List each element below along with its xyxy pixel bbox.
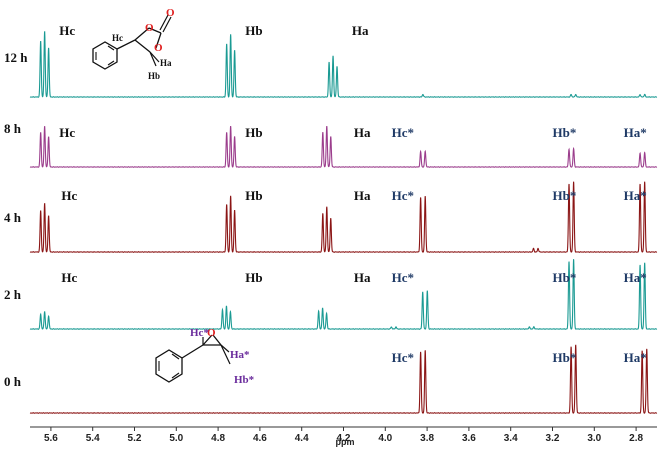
- time-label: 4 h: [4, 210, 22, 225]
- phenyl-bond: [116, 39, 136, 50]
- peak-label: Hb: [245, 188, 262, 203]
- peak-label: Ha: [352, 23, 369, 38]
- x-tick-label: 4.8: [211, 433, 225, 444]
- oxygen-atom: O: [154, 42, 163, 54]
- peak-label: Hb*: [553, 125, 577, 140]
- ring-double-bond: [107, 60, 115, 66]
- time-label: 12 h: [4, 50, 28, 65]
- spectrum-trace-1: [29, 126, 658, 168]
- time-label: 2 h: [4, 287, 22, 302]
- x-tick-label: 2.8: [629, 433, 643, 444]
- time-label: 0 h: [4, 374, 22, 389]
- epoxide-bond: [212, 334, 222, 346]
- ha-star-atom-label: Ha*: [230, 349, 250, 361]
- peak-label: Hc*: [392, 188, 414, 203]
- ch2-bond: [149, 51, 157, 67]
- peak-label: Hc: [61, 188, 77, 203]
- peak-label: Ha: [354, 188, 371, 203]
- spectra-traces: [29, 31, 658, 414]
- ring-double-bond: [171, 353, 180, 360]
- x-tick-label: 4.2: [337, 433, 351, 444]
- x-tick-label: 4.4: [295, 433, 309, 444]
- peak-label: Ha: [354, 125, 371, 140]
- peak-label: Ha*: [624, 188, 647, 203]
- peak-label: Hc*: [392, 270, 414, 285]
- ring-bond: [155, 32, 162, 49]
- epoxide-bond: [202, 334, 213, 346]
- time-labels: 12 h 8 h 4 h 2 h 0 h: [4, 50, 28, 389]
- x-tick-label: 4.6: [253, 433, 267, 444]
- ring-bond: [134, 39, 151, 53]
- cyclic-carbonate-structure: O O O Hc Ha Hb: [92, 7, 175, 81]
- peak-label: Ha: [354, 270, 371, 285]
- peak-label: Hc: [61, 270, 77, 285]
- peak-label: Hc: [59, 23, 75, 38]
- epoxide-structure: O Hc* Ha* Hb*: [155, 327, 255, 386]
- ring-double-bond: [107, 45, 115, 51]
- ch2-bond: [220, 344, 231, 365]
- carbonyl-bond: [159, 14, 169, 31]
- hc-star-atom-label: Hc*: [190, 327, 209, 339]
- peak-label: Hc*: [392, 125, 414, 140]
- ch2-bond: [220, 344, 230, 353]
- x-tick-label: 5.6: [44, 433, 58, 444]
- x-tick-label: 4.0: [378, 433, 392, 444]
- spectrum-trace-0: [29, 31, 658, 98]
- phenyl-ring: [155, 349, 183, 383]
- spectrum-trace-3: [29, 259, 658, 330]
- x-tick-label: 3.6: [462, 433, 476, 444]
- peak-label: Ha*: [624, 350, 647, 365]
- phenyl-bond: [181, 344, 204, 359]
- phenyl-ring: [92, 41, 118, 70]
- hb-atom-label: Hb: [148, 71, 160, 81]
- carbonyl-bond: [162, 16, 172, 33]
- x-tick-label: 5.4: [86, 433, 100, 444]
- oxygen-atom: O: [207, 327, 216, 339]
- ha-atom-label: Ha: [160, 58, 172, 68]
- oxygen-atom: O: [166, 7, 175, 19]
- peak-label: Hc*: [392, 350, 414, 365]
- x-axis-ticks: 5.6 5.4 5.2 5.0 4.8 4.6 4.4 4.2 4.0 3.8 3.6 3.4 3.2 3…: [44, 427, 643, 444]
- peak-label: Ha*: [624, 270, 647, 285]
- ring-double-bond: [171, 372, 180, 379]
- peak-label: Ha*: [624, 125, 647, 140]
- x-tick-label: 5.0: [169, 433, 183, 444]
- peak-label: Hb*: [553, 188, 577, 203]
- peak-label: Hb: [245, 125, 262, 140]
- x-tick-label: 3.0: [587, 433, 601, 444]
- peak-label: Hc: [59, 125, 75, 140]
- hc-atom-label: Hc: [112, 33, 123, 43]
- x-tick-label: 5.2: [128, 433, 142, 444]
- peak-label: Hb: [245, 270, 262, 285]
- oxygen-atom: O: [145, 22, 154, 34]
- spectrum-trace-4: [29, 344, 658, 414]
- ch2-bond: [149, 51, 160, 63]
- x-tick-label: 3.4: [504, 433, 518, 444]
- x-tick-label: 3.8: [420, 433, 434, 444]
- time-label: 8 h: [4, 121, 22, 136]
- spectrum-trace-2: [29, 181, 658, 253]
- x-tick-label: 3.2: [546, 433, 560, 444]
- peak-label: Hb*: [553, 350, 577, 365]
- peak-label: Hb: [245, 23, 262, 38]
- ring-bond: [134, 27, 150, 41]
- ring-bond: [148, 27, 162, 34]
- peak-label: Hb*: [553, 270, 577, 285]
- x-axis-label: ppm: [336, 437, 355, 447]
- hb-star-atom-label: Hb*: [234, 374, 255, 386]
